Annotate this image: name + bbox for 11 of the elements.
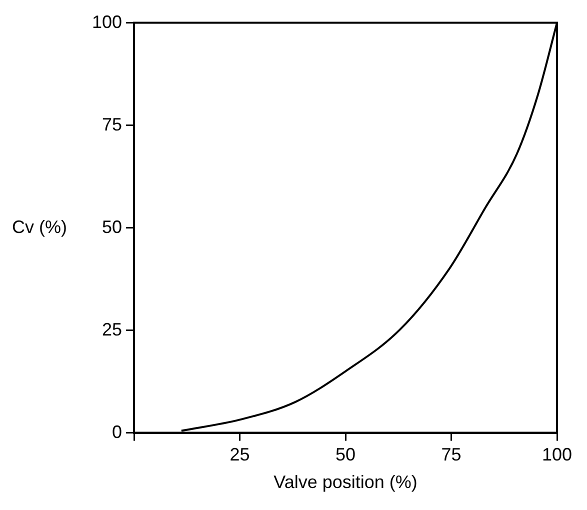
y-tick-label: 75 (102, 114, 122, 134)
y-tick-label: 0 (112, 422, 122, 442)
y-tick-label: 25 (102, 319, 122, 340)
y-tick-label: 50 (102, 216, 122, 237)
x-tick-label: 25 (230, 444, 250, 465)
x-tick-label: 75 (441, 444, 462, 465)
y-axis-title: Cv (%) (12, 216, 67, 237)
x-axis-title: Valve position (%) (274, 472, 418, 492)
y-tick-label: 100 (92, 12, 122, 32)
x-tick-label: 50 (336, 444, 356, 465)
x-tick-label: 100 (542, 444, 572, 465)
